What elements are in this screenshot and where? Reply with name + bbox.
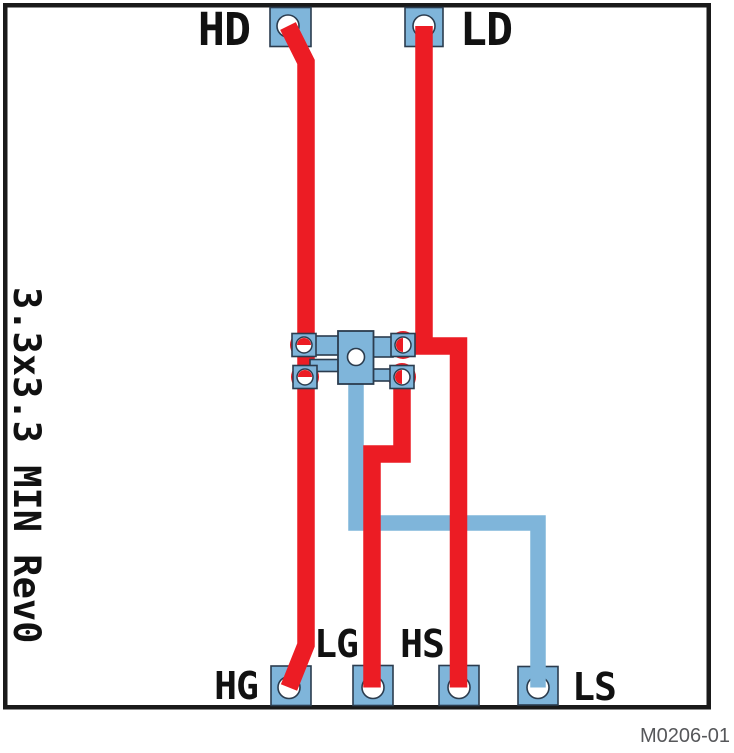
hs-label: HS (400, 622, 444, 666)
center-component (309, 330, 394, 385)
via-fill-ll (298, 370, 312, 377)
hd-label: HD (198, 3, 250, 56)
ld-label: LD (460, 3, 512, 56)
via-fill-ur (396, 338, 403, 352)
tab-lr (371, 368, 393, 382)
via-fill-ul (297, 338, 311, 345)
board-size-label: 3.3x3.3 MIN Rev0 (5, 287, 48, 643)
figure-code: M0206-01 (640, 725, 730, 747)
body-hole (346, 347, 366, 367)
component-body (337, 330, 375, 385)
tab-ur (371, 336, 394, 358)
ls-label: LS (572, 665, 616, 709)
ld-hs-trace (415, 26, 468, 688)
hg-label: HG (214, 664, 258, 708)
lg-trace (363, 377, 411, 688)
via-hole-trace-fills (297, 338, 403, 384)
via-fill-lr (395, 370, 402, 384)
board-border (3, 3, 711, 710)
ls-trace (348, 384, 546, 688)
lg-label: LG (314, 622, 358, 666)
